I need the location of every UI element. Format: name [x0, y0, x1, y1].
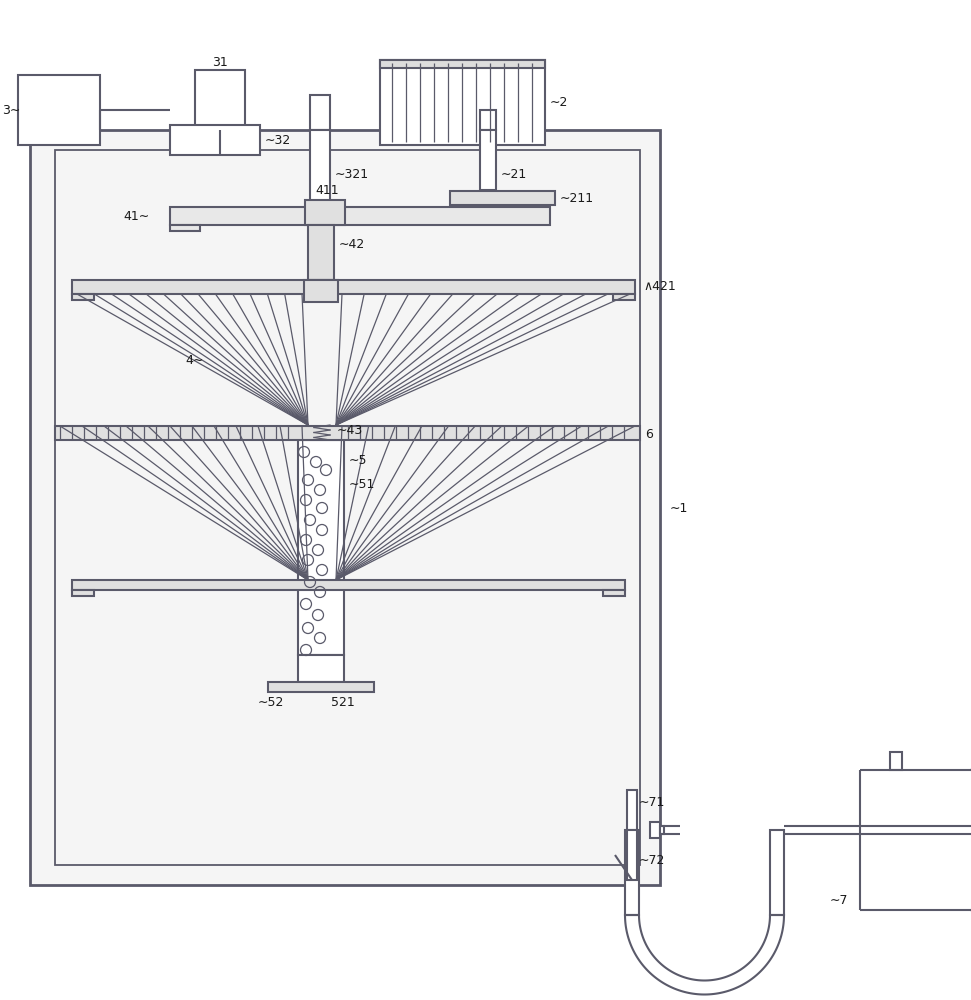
- Bar: [890, 752, 902, 770]
- Bar: [308, 225, 334, 280]
- Text: 6: 6: [645, 428, 653, 442]
- Text: ∼1: ∼1: [670, 502, 688, 514]
- Bar: [480, 110, 496, 130]
- Bar: [268, 682, 374, 692]
- Bar: [603, 590, 625, 596]
- Bar: [170, 125, 260, 155]
- Text: 3∼: 3∼: [2, 104, 20, 116]
- Text: ∼32: ∼32: [265, 133, 291, 146]
- Bar: [380, 60, 545, 68]
- Text: ∼321: ∼321: [335, 168, 369, 182]
- Text: 521: 521: [331, 696, 354, 708]
- Bar: [310, 95, 330, 130]
- Bar: [55, 150, 640, 865]
- Text: 41∼: 41∼: [123, 210, 150, 223]
- Text: ∼71: ∼71: [639, 796, 665, 808]
- Bar: [298, 440, 344, 655]
- Bar: [55, 426, 640, 440]
- Text: 411: 411: [315, 184, 339, 196]
- Text: ∼211: ∼211: [560, 192, 594, 205]
- Bar: [72, 580, 625, 590]
- Bar: [72, 590, 94, 596]
- Bar: [650, 822, 660, 838]
- Bar: [613, 294, 635, 300]
- Text: ∼7: ∼7: [830, 894, 849, 906]
- Bar: [625, 830, 639, 915]
- Text: ∼21: ∼21: [501, 168, 527, 182]
- Bar: [480, 130, 496, 190]
- Bar: [627, 790, 637, 830]
- Bar: [170, 225, 200, 231]
- Bar: [170, 207, 550, 225]
- Text: ∼5: ∼5: [349, 454, 367, 466]
- Bar: [195, 70, 245, 130]
- Bar: [310, 130, 330, 210]
- Bar: [770, 830, 784, 915]
- Text: ∼72: ∼72: [639, 854, 665, 866]
- Text: 31: 31: [212, 55, 228, 68]
- Bar: [30, 130, 660, 885]
- Bar: [18, 75, 100, 145]
- Bar: [298, 655, 344, 682]
- Bar: [305, 200, 345, 225]
- Bar: [72, 294, 94, 300]
- Bar: [660, 826, 664, 834]
- Bar: [72, 280, 635, 294]
- Text: ∼51: ∼51: [349, 479, 376, 491]
- Text: ∼43: ∼43: [337, 424, 363, 436]
- Text: ∼2: ∼2: [550, 97, 568, 109]
- Text: 4∼: 4∼: [185, 354, 203, 366]
- Text: ∧421: ∧421: [643, 280, 676, 294]
- Bar: [450, 191, 555, 205]
- Text: ∼52: ∼52: [258, 696, 285, 708]
- Text: ∼42: ∼42: [339, 238, 365, 251]
- Bar: [380, 60, 545, 145]
- Bar: [627, 830, 637, 880]
- Bar: [304, 280, 338, 302]
